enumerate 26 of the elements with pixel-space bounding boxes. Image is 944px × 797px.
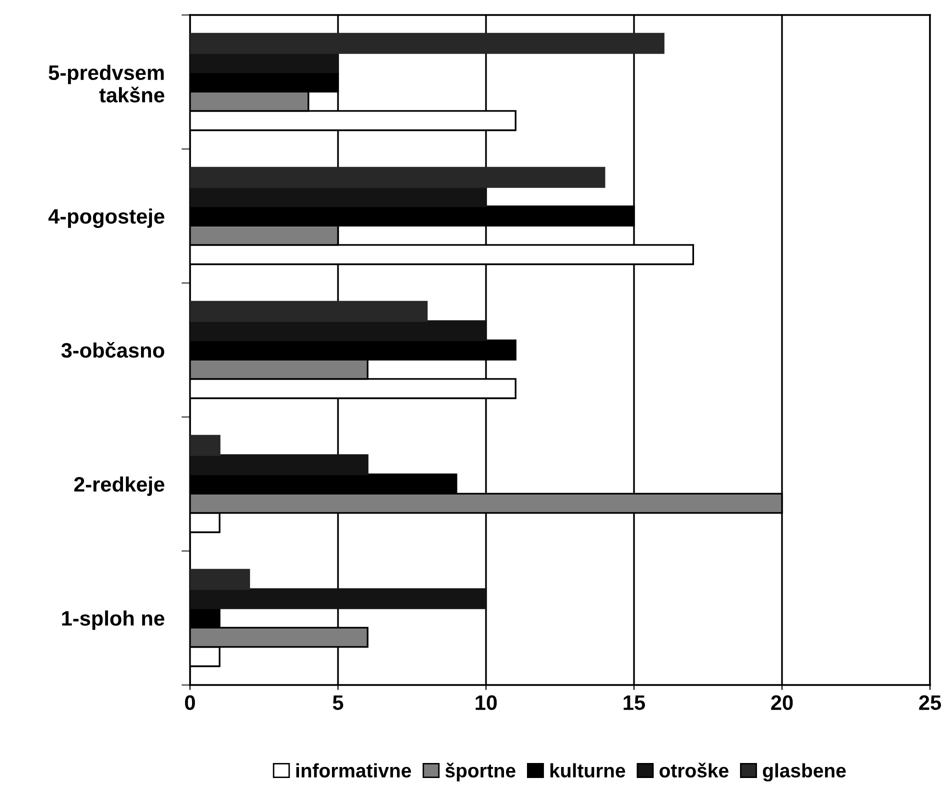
x-tick-label: 25 xyxy=(919,695,942,710)
legend-label: informativne xyxy=(296,763,412,778)
bar xyxy=(190,568,250,590)
bar xyxy=(190,300,428,322)
y-tick-label: 5-predvsem takšne xyxy=(48,64,164,102)
x-tick-label: 20 xyxy=(771,695,793,710)
x-tick-label: 5 xyxy=(332,695,344,710)
bar xyxy=(190,186,487,208)
legend-label: športne xyxy=(445,762,516,782)
y-tick-label: 4-pogosteje xyxy=(48,208,164,228)
bar xyxy=(190,454,368,476)
bar xyxy=(190,320,487,342)
x-tick-label: 0 xyxy=(185,695,195,710)
y-tick-label: 1-sploh ne xyxy=(62,610,164,630)
bar xyxy=(190,32,664,54)
bar xyxy=(190,588,487,610)
legend-label: otroške xyxy=(660,762,728,778)
bar xyxy=(190,52,339,74)
x-tick-label: 10 xyxy=(476,695,497,710)
legend-label: glasbene xyxy=(762,763,846,782)
bar xyxy=(190,166,606,188)
x-tick-label: 15 xyxy=(624,695,646,710)
bar xyxy=(190,434,220,456)
y-tick-label: 2-redkeje xyxy=(74,476,164,496)
legend-label: kulturne xyxy=(550,763,626,778)
y-tick-label: 3-občasno xyxy=(61,342,164,358)
